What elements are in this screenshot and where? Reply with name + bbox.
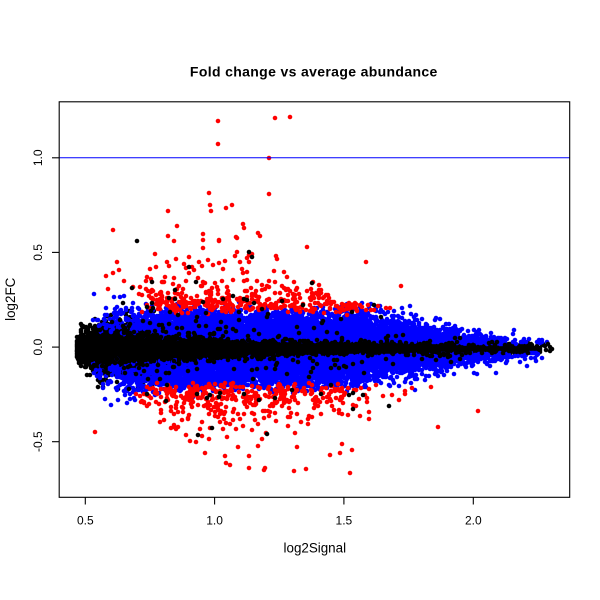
svg-text:log2Signal: log2Signal: [284, 540, 347, 555]
svg-text:0.5: 0.5: [31, 244, 45, 261]
svg-text:-0.5: -0.5: [31, 431, 45, 452]
svg-text:0.0: 0.0: [31, 338, 45, 355]
svg-text:2.0: 2.0: [465, 513, 482, 527]
svg-text:1.0: 1.0: [206, 513, 223, 527]
svg-text:log2FC: log2FC: [3, 277, 18, 320]
svg-text:0.5: 0.5: [77, 513, 94, 527]
svg-text:Fold change vs average abundan: Fold change vs average abundance: [190, 64, 438, 80]
svg-text:1.0: 1.0: [31, 149, 45, 166]
svg-text:1.5: 1.5: [336, 513, 353, 527]
